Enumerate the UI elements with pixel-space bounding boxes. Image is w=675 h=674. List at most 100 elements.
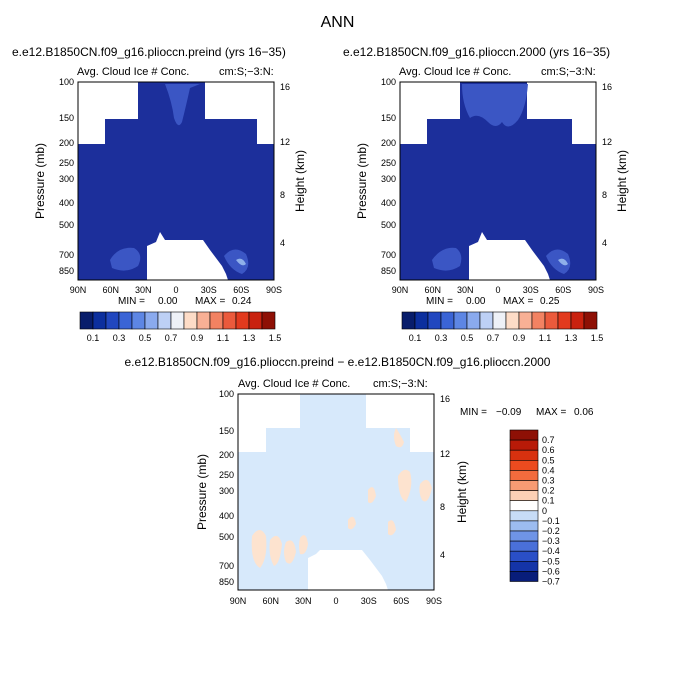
panel-2000-title: e.e12.B1850CN.f09_g16.pliocc​n.2000 (yrs…: [343, 45, 611, 59]
panel-2000-max-label: MAX =: [503, 296, 533, 307]
xtick-label: 30S: [361, 596, 377, 606]
colorbar-label: 0.5: [139, 333, 152, 343]
colorbar-label: 0.4: [542, 465, 555, 475]
panel-2000-subtitle-left: Avg. Cloud Ice # Conc.: [399, 66, 511, 78]
colorbar-label: −0.6: [542, 566, 560, 576]
colorbar-swatch: [131, 311, 146, 330]
ytick-right-label: 4: [280, 238, 285, 248]
panel-diff: Avg. Cloud Ice # Conc. cm:S;−3:N: 90N 60…: [170, 372, 670, 612]
xtick-label: 0: [333, 596, 338, 606]
panel-preind-mask-mid-left: [78, 119, 105, 144]
colorbar-swatch: [509, 429, 539, 441]
panel-2000-frame: [399, 81, 597, 281]
colorbar-swatch: [509, 470, 539, 481]
colorbar-label: 0.3: [113, 333, 126, 343]
ytick-label: 850: [219, 577, 234, 587]
panel-preind-contour-top: [165, 84, 200, 126]
colorbar-swatch: [509, 449, 539, 461]
colorbar-swatch: [509, 480, 539, 491]
panel-preind-colorbar: 0.1 0.3 0.5 0.7 0.9 1.1 1.3 1.5: [79, 311, 282, 343]
colorbar-label: 1.1: [217, 333, 230, 343]
panel-2000-mask-upper-left: [400, 82, 460, 119]
colorbar-swatch: [583, 311, 598, 330]
colorbar-swatch: [509, 510, 539, 522]
panel-2000-plot: [399, 81, 597, 281]
ytick-label: 100: [59, 77, 74, 87]
colorbar-swatch: [401, 311, 416, 330]
colorbar-label: 0.7: [165, 333, 178, 343]
xtick-label: 90N: [230, 596, 247, 606]
panel-diff-frame: [237, 393, 435, 591]
colorbar-swatch: [170, 311, 185, 330]
panel-preind-title: e.e12.B1850CN.f09_g16.pliocc​n.preind (y…: [12, 45, 286, 59]
colorbar-label: 1.3: [243, 333, 256, 343]
colorbar-label: −0.4: [542, 546, 560, 556]
colorbar-swatch: [414, 311, 429, 330]
colorbar-swatch: [509, 561, 539, 572]
panel-diff-anomaly-8: [368, 487, 376, 504]
colorbar-swatch: [570, 311, 585, 330]
panel-2000: Avg. Cloud Ice # Conc. cm:S;−3:N: 90N 60…: [332, 60, 662, 350]
colorbar-swatch: [505, 311, 520, 330]
ytick-label: 200: [381, 138, 396, 148]
colorbar-label: −0.7: [542, 577, 560, 587]
panel-preind-ylabel: Pressure (mb): [33, 143, 47, 219]
xtick-label: 90S: [588, 285, 604, 295]
colorbar-swatch: [248, 311, 263, 330]
panel-2000-colorbar: 0.1 0.3 0.5 0.7 0.9 1.1 1.3 1.5: [401, 311, 603, 343]
panel-2000-ylabel-right: Height (km): [615, 150, 629, 212]
panel-diff-anomaly-5: [269, 535, 282, 566]
ytick-right-label: 16: [280, 82, 290, 92]
panel-2000-mask-topography: [469, 232, 550, 280]
ytick-label: 200: [59, 138, 74, 148]
panel-preind-mask-upper-right: [205, 82, 274, 119]
panel-preind-plot: [77, 81, 275, 281]
panel-diff-colorbar: 0.70.60.50.40.30.20.10−0.1−0.2−0.3−0.4−0…: [509, 429, 560, 587]
panel-diff-max-label: MAX =: [536, 407, 566, 418]
colorbar-label: 0.1: [409, 333, 422, 343]
colorbar-swatch: [509, 439, 539, 451]
ytick-right-label: 16: [440, 394, 450, 404]
panel-diff-mask-mid-right: [410, 428, 434, 452]
colorbar-label: 0.5: [542, 455, 555, 465]
colorbar-swatch: [453, 311, 468, 330]
xtick-label: 90N: [392, 285, 409, 295]
ytick-label: 150: [219, 426, 234, 436]
panel-preind-subtitle-right: cm:S;−3:N:: [219, 66, 274, 78]
colorbar-swatch: [118, 311, 133, 330]
ytick-right-label: 8: [602, 190, 607, 200]
ytick-label: 300: [219, 486, 234, 496]
panel-2000-contour-left: [432, 247, 462, 271]
xtick-label: 90N: [70, 285, 87, 295]
panel-2000-contour-top: [462, 84, 528, 127]
panel-preind-svg: Avg. Cloud Ice # Conc. cm:S;−3:N: 90N 60…: [33, 66, 307, 343]
panel-diff-ylabel-right: Height (km): [455, 461, 469, 523]
panel-preind-frame: [77, 81, 275, 281]
panel-diff-xticks: 90N 60N 30N 0 30S 60S 90S: [230, 596, 442, 606]
ytick-label: 300: [381, 174, 396, 184]
panel-diff-anomaly-3: [419, 479, 432, 502]
colorbar-swatch: [209, 311, 224, 330]
ytick-right-label: 12: [602, 137, 612, 147]
panel-diff-anomaly-6: [284, 540, 296, 564]
colorbar-label: −0.2: [542, 526, 560, 536]
ytick-label: 150: [59, 113, 74, 123]
xtick-label: 90S: [266, 285, 282, 295]
panel-diff-min-label: MIN =: [460, 407, 487, 418]
colorbar-swatch: [235, 311, 250, 330]
colorbar-swatch: [157, 311, 172, 330]
panel-diff-mask-topography: [308, 550, 388, 590]
colorbar-swatch: [479, 311, 494, 330]
ytick-label: 500: [381, 220, 396, 230]
ytick-label: 850: [381, 266, 396, 276]
colorbar-label: 1.5: [269, 333, 282, 343]
colorbar-swatch: [440, 311, 455, 330]
panel-preind-min-label: MIN =: [118, 296, 145, 307]
colorbar-swatch: [196, 311, 211, 330]
xtick-label: 30N: [457, 285, 474, 295]
panel-preind-min-value: 0.00: [158, 296, 178, 307]
panel-diff-yticks: 100 150 200 250 300 400 500 700 850: [219, 389, 234, 587]
xtick-label: 30S: [523, 285, 539, 295]
panel-preind-max-value: 0.24: [232, 296, 252, 307]
panel-diff-title: e.e12.B1850CN.f09_g16.pliocc​n.preind − …: [124, 355, 551, 369]
